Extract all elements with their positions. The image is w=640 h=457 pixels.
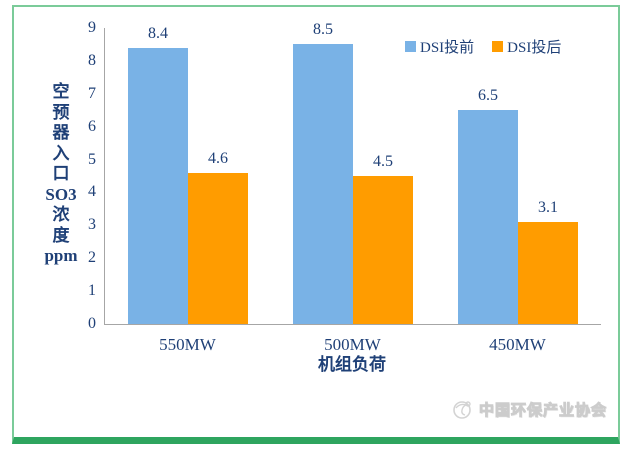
bar-500MW-DSI投前 (293, 44, 353, 324)
watermark: 中国环保产业协会 (450, 397, 607, 421)
y-axis-title-segment: 空 (52, 82, 70, 101)
x-category-label: 450MW (489, 335, 546, 354)
legend-label: DSI投前 (420, 40, 475, 56)
y-axis-line (104, 28, 105, 325)
bar-550MW-DSI投前 (128, 47, 188, 324)
y-tick-label: 0 (88, 315, 96, 332)
watermark-text: 中国环保产业协会 (478, 401, 608, 419)
y-axis-title-segment: ppm (44, 246, 78, 265)
legend-item: DSI投后 (492, 36, 561, 57)
y-tick-label: 6 (88, 117, 96, 135)
x-axis-title: 机组负荷 (318, 355, 386, 374)
y-tick-label: 4 (88, 183, 96, 201)
bar-450MW-DSI投后 (518, 222, 578, 324)
bar-value-label: 8.5 (313, 21, 333, 39)
y-axis-title-segment: 器 (52, 123, 70, 142)
bar-value-label: 3.1 (538, 199, 558, 217)
bar-value-label: 6.5 (478, 87, 498, 105)
x-category-label: 500MW (324, 335, 381, 354)
bar-value-label: 4.5 (373, 153, 393, 170)
bar-500MW-DSI投后 (353, 176, 413, 324)
x-category-label: 550MW (159, 335, 216, 354)
y-axis-title-segment: 度 (52, 225, 70, 245)
x-axis-line (104, 324, 601, 325)
y-axis-title-segment: SO3 (45, 184, 77, 204)
y-tick-label: 8 (88, 51, 96, 69)
legend-item: DSI投前 (405, 36, 474, 57)
y-tick-label: 2 (88, 249, 96, 267)
association-logo-icon (453, 401, 471, 419)
y-tick-label: 3 (88, 216, 96, 234)
y-tick-label: 5 (88, 150, 96, 168)
bar-450MW-DSI投前 (458, 110, 518, 324)
y-axis-title-segment: 浓 (52, 205, 70, 224)
bar-550MW-DSI投后 (188, 172, 248, 324)
y-axis-title-segment: 预 (52, 102, 70, 122)
y-axis-title: 空 预 器 入 口 SO3 浓 度 ppm (42, 82, 80, 267)
legend-swatch-icon (492, 41, 504, 52)
y-axis-title-segment: 口 (52, 164, 70, 183)
y-tick-label: 7 (88, 84, 96, 102)
legend-label: DSI投后 (507, 40, 562, 56)
y-tick-label: 9 (88, 19, 96, 36)
bar-value-label: 4.6 (208, 149, 228, 167)
y-axis-title-segment: 入 (52, 143, 70, 163)
legend: DSI投前 DSI投后 (405, 36, 561, 57)
legend-swatch-icon (405, 41, 416, 52)
y-tick-label: 1 (88, 282, 96, 300)
bar-value-label: 8.4 (148, 24, 168, 42)
